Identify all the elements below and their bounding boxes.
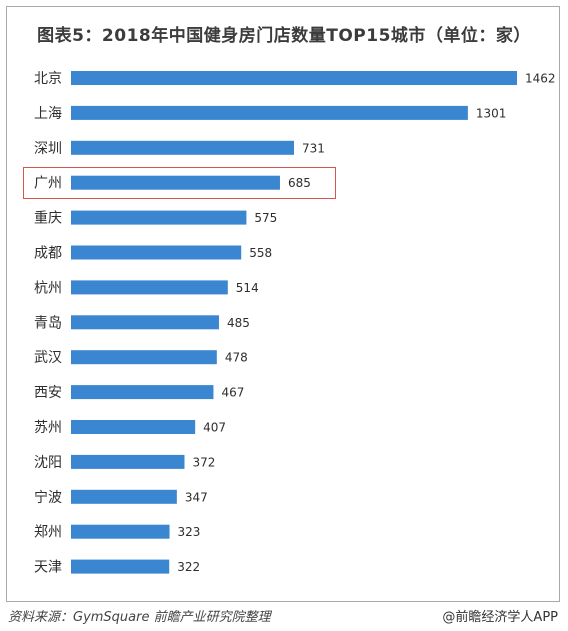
value-label: 1462 <box>525 72 556 86</box>
value-label: 514 <box>236 281 259 295</box>
value-label: 372 <box>192 455 215 469</box>
category-label: 成都 <box>34 246 62 262</box>
category-label: 杭州 <box>34 280 62 296</box>
bar <box>71 280 228 295</box>
category-label: 广州 <box>34 176 62 192</box>
value-label: 1301 <box>476 106 507 120</box>
value-label: 467 <box>221 386 244 400</box>
bar <box>71 245 242 260</box>
value-label: 575 <box>254 211 277 225</box>
value-label: 485 <box>227 316 250 330</box>
bar <box>71 489 177 504</box>
bar <box>71 105 468 120</box>
bar <box>71 420 196 434</box>
highlight-box <box>23 166 336 199</box>
value-label: 731 <box>302 141 325 155</box>
chart-title: 图表5：2018年中国健身房门店数量TOP15城市（单位：家） <box>37 26 531 46</box>
bar <box>71 385 214 400</box>
bar <box>71 210 247 225</box>
value-label: 478 <box>225 351 248 365</box>
bar <box>71 71 517 85</box>
category-label: 深圳 <box>34 141 62 157</box>
category-label: 武汉 <box>34 350 62 366</box>
category-label: 郑州 <box>34 525 62 541</box>
source-note: 资料来源：GymSquare 前瞻产业研究院整理 <box>8 610 271 625</box>
value-label: 558 <box>249 246 272 260</box>
category-label: 苏州 <box>34 420 62 436</box>
category-label: 天津 <box>34 560 62 576</box>
value-label: 685 <box>288 176 311 190</box>
bar <box>71 315 219 330</box>
category-label: 青岛 <box>34 315 62 331</box>
category-label: 上海 <box>34 106 62 122</box>
category-label: 宁波 <box>34 489 62 506</box>
bar <box>71 140 294 155</box>
category-label: 重庆 <box>34 211 62 227</box>
bar <box>71 454 185 469</box>
bar <box>71 350 217 365</box>
bar <box>71 559 170 574</box>
category-label: 沈阳 <box>34 455 62 471</box>
value-label: 323 <box>178 525 201 539</box>
category-label: 北京 <box>34 71 62 87</box>
chart-frame: 图表5：2018年中国健身房门店数量TOP15城市（单位：家） 北京 1462 上海… <box>6 6 560 602</box>
value-label: 347 <box>185 490 208 504</box>
value-label: 407 <box>203 421 226 435</box>
bar <box>71 175 280 190</box>
bar <box>71 524 170 539</box>
credit-note: @前瞻经济学人APP <box>442 610 558 625</box>
category-label: 西安 <box>34 385 62 401</box>
bar-chart: 北京 1462 上海 1301 深圳 731 广州 685 重庆 575 成都 558 杭州 514 青岛 4… <box>34 71 556 576</box>
value-label: 322 <box>177 560 200 574</box>
